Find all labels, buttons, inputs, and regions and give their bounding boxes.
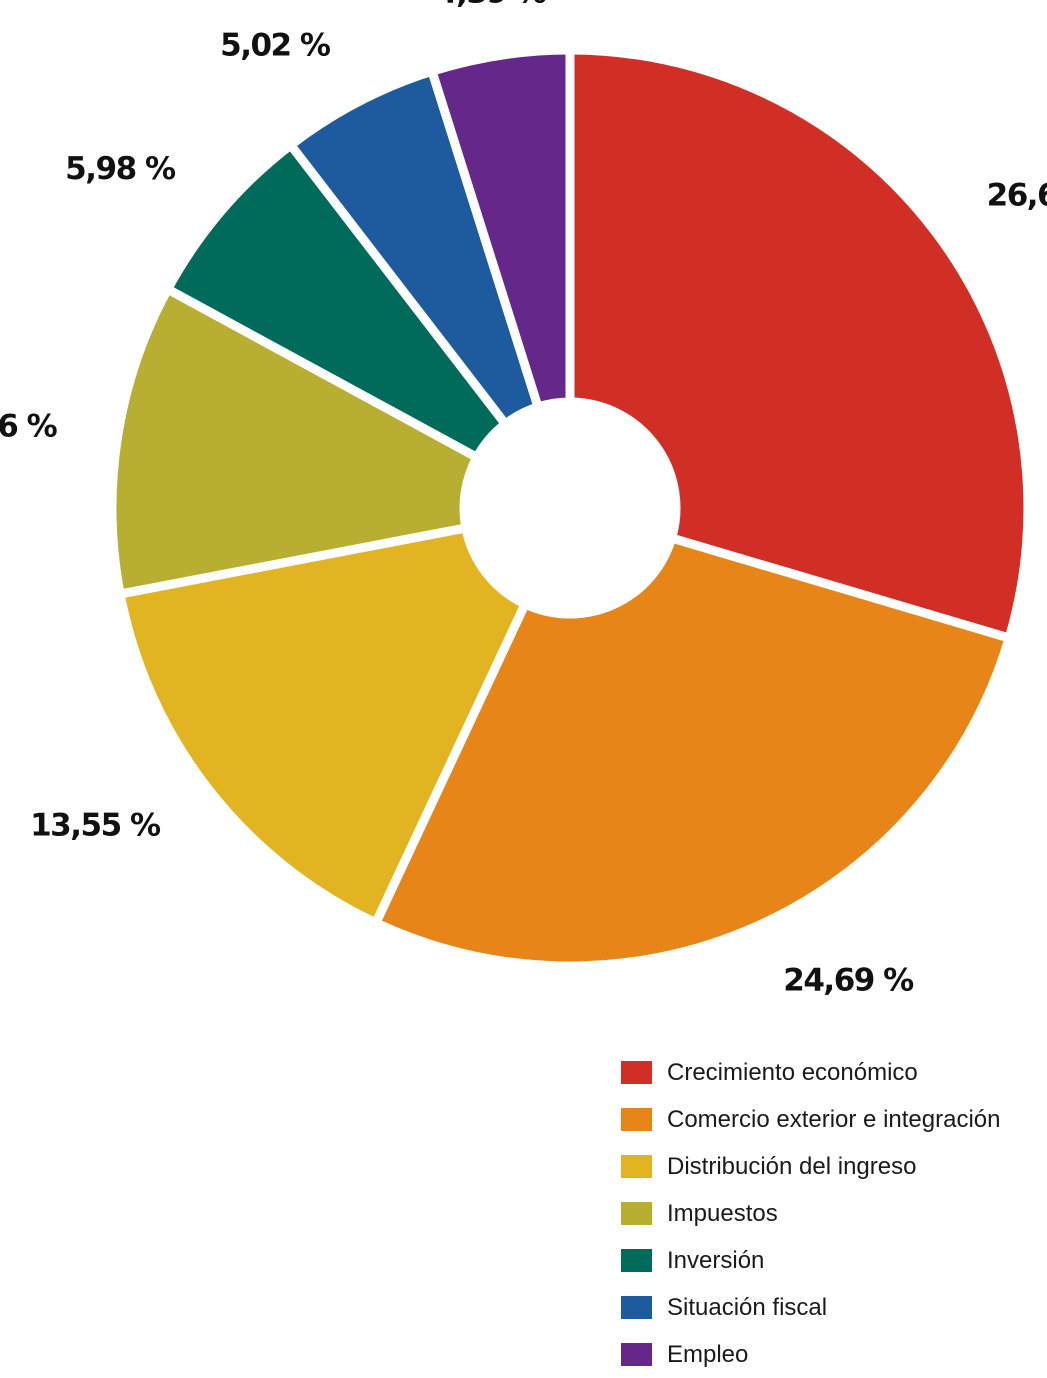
legend-label: Distribución del ingreso [667,1152,917,1180]
slice-3 [114,522,532,929]
legend-swatch [621,1249,652,1272]
legend-item: Situación fiscal [621,1284,1041,1331]
legend-item: Impuestos [621,1190,1041,1237]
slice-2 [369,532,1015,971]
legend-label: Comercio exterior e integración [667,1105,1001,1133]
chart-slices [107,45,1033,971]
legend-label: Inversión [667,1246,765,1274]
legend-item: Inversión [621,1237,1041,1284]
slice-value-label: 13,55 % [30,808,161,844]
legend-swatch [621,1108,652,1131]
legend-swatch [621,1343,652,1366]
legend-item: Distribución del ingreso [621,1143,1041,1190]
legend-label: Situación fiscal [667,1293,828,1321]
legend-swatch [621,1061,652,1084]
legend-swatch [621,1296,652,1319]
legend-swatch [621,1202,652,1225]
legend-item: Empleo [621,1331,1041,1378]
slice-7 [426,45,575,413]
slice-value-label: 9,86 % [0,408,58,444]
slice-value-label: 5,02 % [220,27,331,63]
chart-legend: Crecimiento económico Comercio exterior e… [621,1049,1041,1378]
legend-label: Impuestos [667,1199,778,1227]
slice-1 [565,45,1033,644]
slice-value-label: 5,98 % [65,151,176,187]
legend-swatch [621,1155,652,1178]
slice-4 [107,283,483,600]
legend-label: Crecimiento económico [667,1058,918,1086]
legend-item: Crecimiento económico [621,1049,1041,1096]
slice-value-label: 24,69 % [783,963,914,999]
donut-chart: 26,67 % 24,69 % 13,55 % 9,86 % 5,98 % 5,02 % 4… [0,0,1047,999]
legend-label: Empleo [667,1340,749,1368]
legend-item: Comercio exterior e integración [621,1096,1041,1143]
slice-value-label: 4,39 % [436,0,547,11]
slice-5 [161,138,512,464]
chart-data-labels: 26,67 % 24,69 % 13,55 % 9,86 % 5,98 % 5,02 % 4… [0,0,1047,999]
slice-value-label: 26,67 % [987,177,1047,213]
